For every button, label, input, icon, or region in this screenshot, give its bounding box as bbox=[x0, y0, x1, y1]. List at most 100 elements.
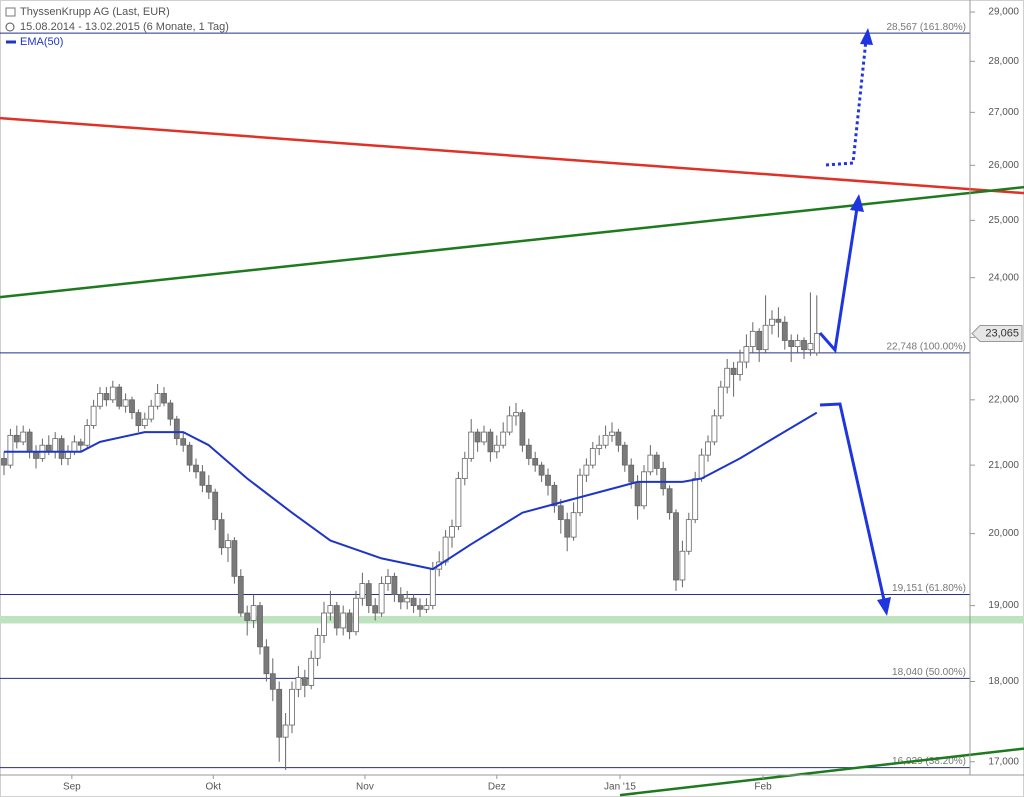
candle-body bbox=[154, 393, 161, 407]
candle-body bbox=[589, 448, 596, 466]
candle-body bbox=[781, 321, 788, 341]
y-tick-label: 27,000 bbox=[988, 107, 1019, 118]
candle-body bbox=[410, 597, 417, 607]
candle-body bbox=[417, 605, 423, 610]
candle-body bbox=[186, 444, 193, 466]
candle-body bbox=[487, 431, 494, 453]
candle-body bbox=[148, 405, 155, 420]
candle-body bbox=[577, 474, 583, 514]
candle-body bbox=[698, 454, 705, 479]
y-tick-label: 17,000 bbox=[988, 756, 1019, 767]
candle-body bbox=[378, 583, 385, 614]
candle-body bbox=[237, 575, 244, 614]
candle-body bbox=[653, 454, 660, 469]
candle-body bbox=[641, 471, 647, 507]
candle-body bbox=[167, 402, 174, 420]
candle-body bbox=[205, 484, 212, 493]
candle-body bbox=[218, 519, 225, 549]
candle-body bbox=[33, 451, 39, 459]
candle-body bbox=[564, 519, 571, 538]
candle-body bbox=[404, 597, 411, 603]
candle-body bbox=[756, 330, 763, 351]
candle-body bbox=[97, 393, 103, 407]
candle-body bbox=[269, 673, 276, 690]
candle-body bbox=[90, 405, 97, 426]
candle-body bbox=[660, 468, 667, 490]
candle-body bbox=[231, 540, 238, 577]
candle-body bbox=[749, 330, 756, 348]
candle-body bbox=[538, 464, 545, 476]
arrow-up bbox=[818, 207, 859, 354]
candle-body bbox=[705, 441, 711, 456]
y-tick-label: 28,000 bbox=[988, 56, 1019, 67]
candle-body bbox=[180, 438, 187, 446]
candle-body bbox=[20, 431, 27, 443]
candle-body bbox=[813, 333, 820, 354]
candle-body bbox=[801, 340, 807, 351]
candle-body bbox=[474, 431, 481, 443]
candle-body bbox=[84, 425, 91, 446]
candle-body bbox=[493, 444, 500, 453]
arrow-down bbox=[819, 402, 886, 601]
candle-body bbox=[141, 418, 148, 426]
plot-layer bbox=[1, 292, 820, 771]
y-tick-label: 26,000 bbox=[988, 160, 1019, 171]
x-tick-label: Nov bbox=[356, 782, 374, 793]
candle-body bbox=[429, 568, 436, 607]
candle-body bbox=[557, 505, 564, 521]
candle-body bbox=[122, 399, 129, 407]
candle-body bbox=[762, 324, 769, 351]
candle-body bbox=[58, 438, 65, 459]
level-label: 16,929 (38.20%) bbox=[892, 756, 966, 767]
candle-body bbox=[314, 635, 321, 659]
legend-label: EMA(50) bbox=[20, 36, 63, 48]
candle-body bbox=[609, 431, 615, 436]
trendline bbox=[0, 116, 1024, 195]
candle-body bbox=[673, 512, 679, 581]
candle-body bbox=[321, 612, 327, 636]
clock-icon bbox=[5, 22, 15, 32]
candle-body bbox=[551, 484, 558, 507]
candle-body bbox=[442, 536, 449, 563]
legend: ThyssenKrupp AG (Last, EUR) 15.08.2014 -… bbox=[5, 6, 229, 48]
candle-body bbox=[737, 361, 743, 375]
arrowhead bbox=[860, 28, 873, 45]
candle-body bbox=[225, 540, 231, 549]
candle-body bbox=[788, 340, 795, 348]
candle-body bbox=[333, 605, 340, 629]
candle-body bbox=[385, 575, 391, 585]
annotation-arrows bbox=[818, 28, 891, 616]
candle-body bbox=[583, 464, 590, 476]
candle-body bbox=[109, 386, 116, 401]
candle-body bbox=[602, 434, 609, 446]
x-tick-label: Jan '15 bbox=[604, 782, 636, 793]
candle-body bbox=[1, 458, 7, 466]
candle-body bbox=[359, 583, 366, 599]
candle-body bbox=[775, 318, 782, 323]
arrow-dotted-up bbox=[825, 39, 868, 167]
candle-body bbox=[724, 367, 731, 388]
candle-body bbox=[129, 399, 135, 414]
candle-body bbox=[570, 512, 577, 538]
candle-body bbox=[346, 612, 353, 633]
candle-body bbox=[449, 526, 455, 538]
candle-body bbox=[282, 724, 289, 738]
candle-body bbox=[794, 340, 801, 348]
level-label: 18,040 (50.00%) bbox=[892, 667, 966, 678]
candle-body bbox=[807, 343, 814, 351]
last-price-label: 23,065 bbox=[985, 327, 1019, 339]
candle-body bbox=[295, 677, 302, 690]
candle-body bbox=[461, 458, 468, 479]
candle-body bbox=[103, 393, 110, 401]
candle-body bbox=[506, 415, 513, 433]
candle-body bbox=[161, 393, 167, 404]
candle-body bbox=[7, 434, 14, 466]
candle-body bbox=[519, 412, 526, 446]
candle-body bbox=[340, 612, 347, 629]
candle-body bbox=[173, 418, 180, 440]
candle-body bbox=[647, 454, 654, 473]
y-tick-label: 19,000 bbox=[988, 600, 1019, 611]
candle-body bbox=[289, 688, 295, 726]
